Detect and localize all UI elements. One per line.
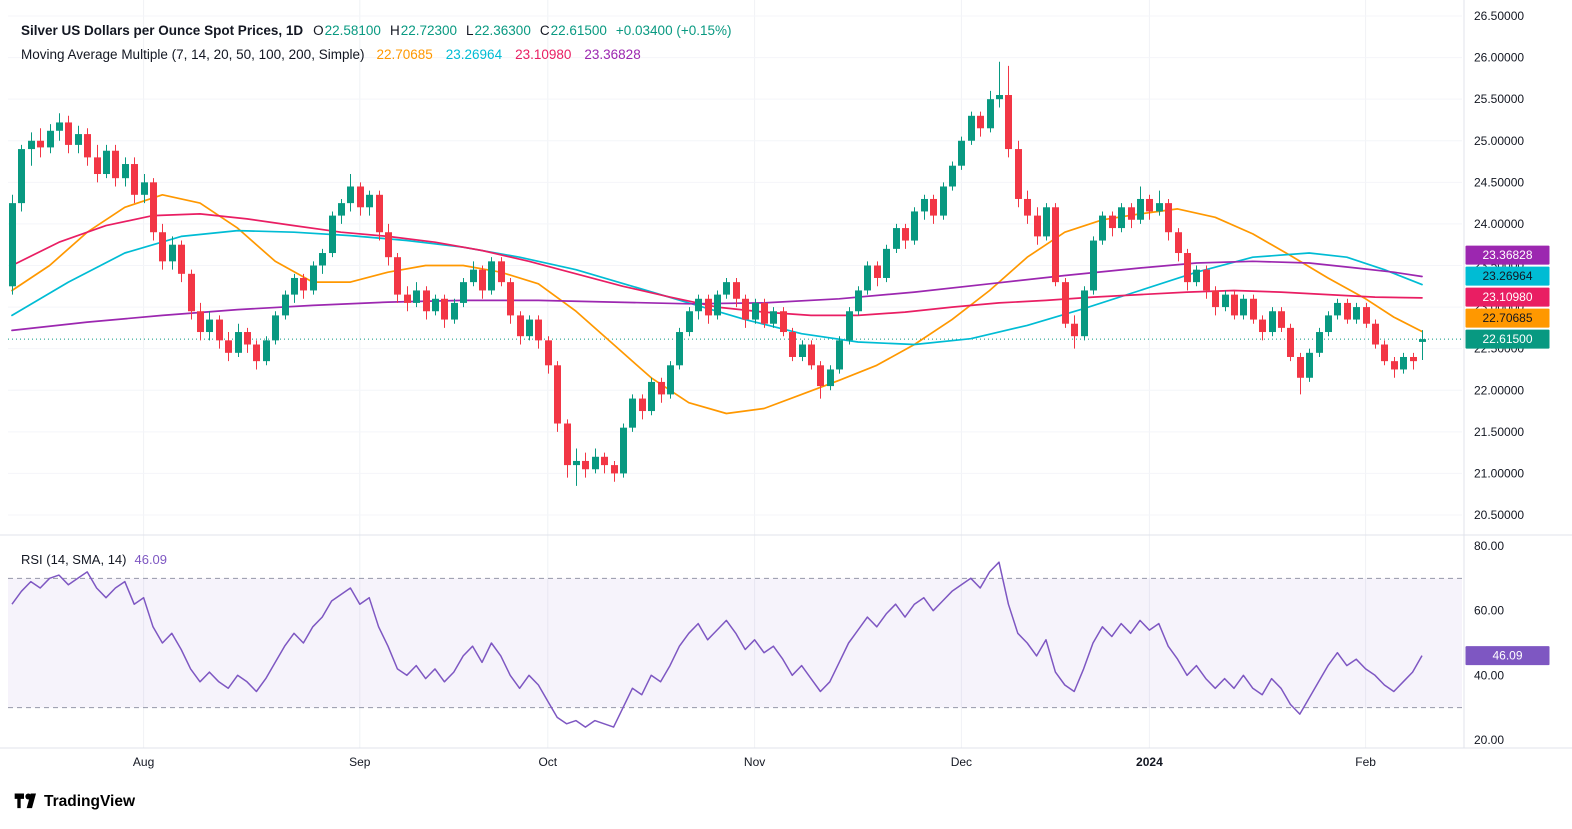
- svg-text:26.00000: 26.00000: [1474, 51, 1524, 65]
- svg-text:60.00: 60.00: [1474, 604, 1504, 618]
- svg-text:21.50000: 21.50000: [1474, 425, 1524, 439]
- svg-text:Feb: Feb: [1355, 755, 1376, 769]
- svg-text:25.00000: 25.00000: [1474, 134, 1524, 148]
- rsi-band: [8, 577, 1462, 709]
- svg-text:25.50000: 25.50000: [1474, 92, 1524, 106]
- svg-text:20.50000: 20.50000: [1474, 508, 1524, 522]
- candles-layer: [9, 61, 1426, 486]
- tradingview-logo-icon: [14, 793, 36, 809]
- svg-text:20.00: 20.00: [1474, 733, 1504, 747]
- pane-separators: [0, 0, 1572, 749]
- rsi-line: [11, 561, 1423, 728]
- ma-line-0: [11, 193, 1423, 415]
- svg-text:Nov: Nov: [744, 755, 765, 769]
- svg-text:24.00000: 24.00000: [1474, 217, 1524, 231]
- svg-text:22.00000: 22.00000: [1474, 383, 1524, 397]
- time-axis[interactable]: Aug Sep Oct Nov Dec 2024 Feb: [133, 755, 1376, 769]
- svg-text:Sep: Sep: [349, 755, 371, 769]
- tradingview-wordmark: TradingView: [44, 792, 136, 810]
- ma-line-3: [11, 260, 1423, 332]
- svg-text:Aug: Aug: [133, 755, 154, 769]
- rsi-value-badge: 46.09: [1465, 646, 1550, 666]
- price-axis[interactable]: 26.50000 26.00000 25.50000 25.00000 24.50000…: [1474, 9, 1524, 522]
- svg-text:80.00: 80.00: [1474, 539, 1504, 553]
- rsi-axis[interactable]: 80.00 60.00 40.00 20.00: [1474, 539, 1504, 747]
- svg-text:23.10980: 23.10980: [1482, 290, 1532, 304]
- svg-text:22.70685: 22.70685: [1482, 311, 1532, 325]
- tradingview-logo[interactable]: TradingView: [14, 792, 135, 811]
- svg-text:22.61500: 22.61500: [1482, 332, 1532, 346]
- svg-text:40.00: 40.00: [1474, 668, 1504, 682]
- svg-text:2024: 2024: [1136, 755, 1163, 769]
- ma-line-1: [11, 229, 1423, 346]
- svg-text:46.09: 46.09: [1492, 649, 1522, 663]
- svg-text:21.00000: 21.00000: [1474, 466, 1524, 480]
- svg-text:23.26964: 23.26964: [1482, 269, 1532, 283]
- price-label-badges: 22.61500 22.70685 23.10980 23.26964 23.36828: [1465, 245, 1550, 349]
- svg-text:Oct: Oct: [538, 755, 557, 769]
- svg-text:26.50000: 26.50000: [1474, 9, 1524, 23]
- svg-text:Dec: Dec: [951, 755, 972, 769]
- svg-text:24.50000: 24.50000: [1474, 175, 1524, 189]
- svg-text:23.36828: 23.36828: [1482, 248, 1532, 262]
